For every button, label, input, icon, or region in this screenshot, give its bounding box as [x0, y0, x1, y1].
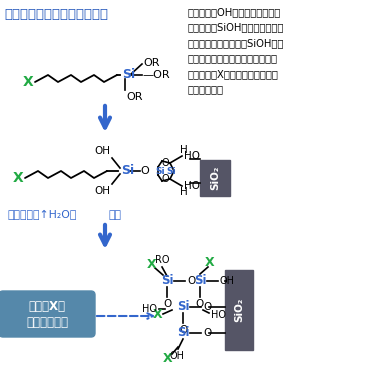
Text: に、事前にSiOH基を形成する必: に、事前にSiOH基を形成する必	[188, 22, 284, 33]
FancyArrowPatch shape	[100, 106, 110, 128]
Text: HO: HO	[184, 151, 200, 161]
Text: 従来のシランカップリング剤: 従来のシランカップリング剤	[4, 8, 108, 21]
Text: O: O	[161, 158, 169, 168]
Text: X: X	[13, 171, 24, 185]
Text: Si: Si	[121, 165, 134, 177]
Text: OH: OH	[220, 276, 235, 286]
Bar	[225, 270, 253, 350]
Text: O: O	[187, 276, 195, 286]
Text: SiO₂: SiO₂	[210, 166, 220, 190]
Text: OH: OH	[94, 186, 110, 196]
Text: 要がある。反応過程でSiOH基同: 要がある。反応過程でSiOH基同	[188, 38, 284, 48]
Text: Si: Si	[177, 301, 189, 314]
Text: SiO₂: SiO₂	[234, 298, 244, 322]
FancyArrowPatch shape	[100, 225, 110, 245]
Text: O: O	[203, 328, 211, 338]
Text: X: X	[153, 309, 163, 321]
Text: Si: Si	[177, 326, 189, 339]
Bar	[200, 160, 230, 196]
Text: Si: Si	[194, 274, 206, 288]
Text: X: X	[163, 352, 173, 364]
Text: O: O	[179, 325, 187, 335]
Text: 基材表面のOH基と反応するため: 基材表面のOH基と反応するため	[188, 7, 281, 17]
Text: HO: HO	[142, 304, 157, 314]
Text: O: O	[161, 174, 169, 184]
Text: O: O	[163, 299, 171, 309]
Text: 官能基Xが: 官能基Xが	[28, 301, 65, 314]
Text: Si: Si	[161, 274, 173, 288]
Text: X: X	[205, 256, 215, 269]
Text: X: X	[23, 75, 33, 89]
Text: Si: Si	[166, 166, 176, 176]
Text: OR: OR	[143, 58, 160, 68]
Text: OH: OH	[169, 351, 185, 361]
Text: Si: Si	[155, 166, 165, 176]
Text: OH: OH	[94, 146, 110, 156]
Text: H: H	[180, 187, 188, 197]
FancyBboxPatch shape	[0, 291, 95, 337]
Text: O: O	[140, 166, 149, 176]
Text: 脱水縮合（↑H₂O）: 脱水縮合（↑H₂O）	[7, 210, 76, 220]
Text: HO: HO	[184, 181, 200, 191]
Text: OR: OR	[126, 92, 142, 102]
Text: ようになる。: ようになる。	[188, 84, 224, 95]
Text: HO: HO	[211, 310, 226, 320]
Text: 不規則に配向: 不規則に配向	[26, 317, 68, 329]
Text: 加熱: 加熱	[108, 210, 121, 220]
Text: O: O	[196, 299, 204, 309]
Text: RO: RO	[155, 255, 169, 265]
Text: —OR: —OR	[142, 70, 169, 80]
Text: 士の縮合も生じるため、基材に対: 士の縮合も生じるため、基材に対	[188, 54, 278, 63]
Text: X: X	[147, 258, 157, 271]
Text: Si: Si	[122, 68, 135, 81]
Text: O: O	[203, 302, 211, 312]
Text: H: H	[180, 145, 188, 155]
Text: して官能基Xは不規則に配向する: して官能基Xは不規則に配向する	[188, 69, 279, 79]
